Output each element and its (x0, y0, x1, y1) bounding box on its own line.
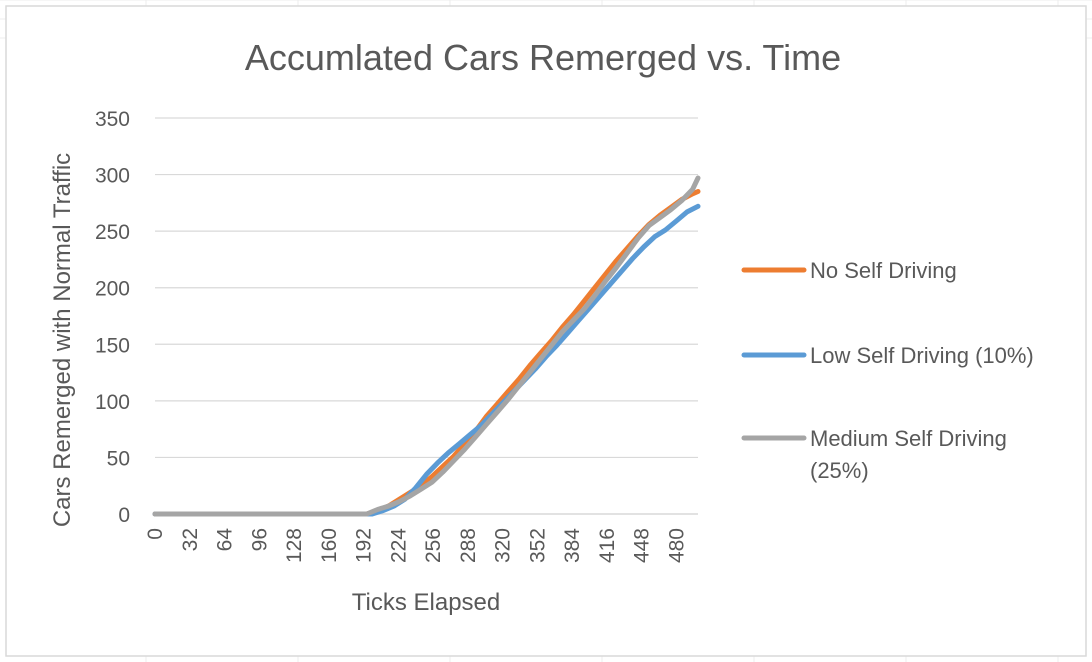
x-tick-label: 416 (596, 528, 619, 563)
x-tick-label: 352 (526, 528, 549, 563)
x-tick-label: 224 (387, 528, 410, 563)
legend-item-3[interactable]: Medium Self Driving (25%) (741, 426, 1007, 483)
y-tick-label: 200 (95, 278, 130, 301)
x-tick-label: 64 (214, 528, 237, 552)
plot-series[interactable] (152, 175, 701, 517)
legend-label: No Self Driving (810, 258, 957, 283)
y-tick-label: 300 (95, 165, 130, 188)
legend-label: Low Self Driving (10%) (810, 343, 1034, 368)
y-tick-label: 150 (95, 334, 130, 357)
x-tick-label: 0 (144, 528, 167, 540)
x-tick-label: 480 (665, 528, 688, 563)
x-tick-labels: 0 32 64 96 128 160 192 224 256 288 320 352 384 416 448… (144, 528, 688, 563)
legend-label: Medium Self Driving (25%) (810, 426, 1007, 483)
y-tick-label: 250 (95, 221, 130, 244)
x-tick-label: 384 (561, 528, 584, 563)
series-line-3[interactable] (152, 175, 701, 517)
chart-title: Accumlated Cars Remerged vs. Time (245, 37, 841, 78)
x-tick-label: 448 (631, 528, 654, 563)
x-tick-label: 96 (248, 528, 271, 551)
x-tick-label: 192 (353, 528, 376, 563)
y-tick-label: 350 (95, 108, 130, 131)
y-axis-label: Cars Remerged with Normal Traffic (49, 153, 76, 527)
x-axis-label: Ticks Elapsed (352, 589, 501, 616)
x-tick-label: 160 (318, 528, 341, 563)
x-tick-label: 128 (283, 528, 306, 563)
legend-item-2[interactable]: Low Self Driving (10%) (741, 343, 1034, 368)
y-gridlines (155, 117, 698, 459)
x-tick-label: 288 (457, 528, 480, 563)
x-tick-label: 256 (422, 528, 445, 563)
x-tick-label: 320 (492, 528, 515, 563)
y-tick-label: 0 (118, 504, 130, 527)
legend[interactable]: No Self Driving Low Self Driving (10%) Med… (741, 258, 1034, 483)
y-tick-label: 100 (95, 391, 130, 414)
x-tick-label: 32 (179, 528, 202, 551)
y-tick-label: 50 (107, 447, 130, 470)
legend-item-1[interactable]: No Self Driving (741, 258, 957, 283)
y-tick-labels: 0 50 100 150 200 250 300 350 (95, 108, 130, 527)
chart-area-border[interactable] (5, 5, 1087, 657)
